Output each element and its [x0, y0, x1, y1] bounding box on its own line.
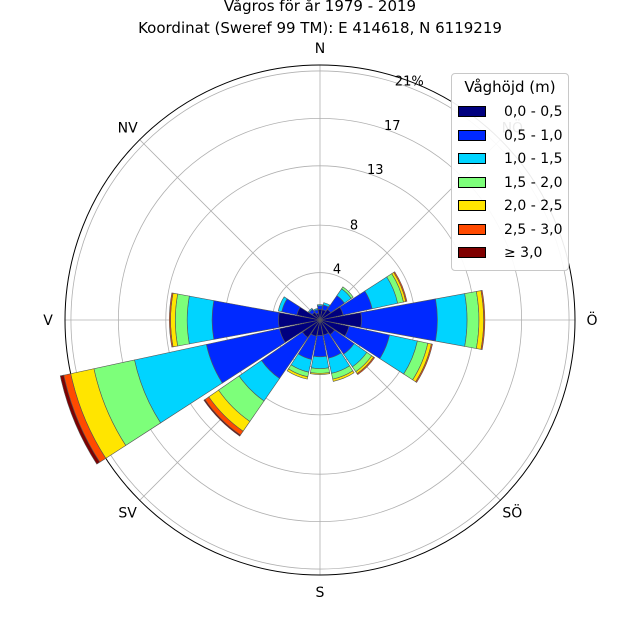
legend-swatch: [458, 129, 486, 141]
bar-NV-series-2: [307, 307, 313, 313]
legend-label: 0,5 - 1,0: [504, 127, 563, 144]
legend-item: ≥ 3,0: [458, 245, 566, 263]
legend-label: 0,0 - 0,5: [504, 104, 563, 120]
legend-label: 2,0 - 2,5: [504, 198, 563, 214]
legend: Våghöjd (m) 0,0 - 0,5 0,5 - 1,0 1,0 - 1,5 1…: [451, 73, 569, 271]
compass-label-SV: SV: [118, 505, 137, 521]
bar-SSV-series-4: [286, 368, 309, 380]
bar-SV-series-6: [203, 399, 241, 437]
compass-label-V: V: [43, 313, 53, 329]
bar-N-series-2: [316, 304, 324, 307]
bar-V-series-3: [175, 293, 190, 347]
bar-S-series-3: [310, 367, 330, 374]
radial-gridline: [139, 139, 321, 321]
legend-label: ≥ 3,0: [504, 245, 543, 261]
bar-S-series-2: [310, 355, 330, 369]
legend-item: 0,5 - 1,0: [458, 128, 566, 146]
legend-label: 1,0 - 1,5: [504, 151, 563, 167]
compass-label-Ö: Ö: [586, 311, 597, 329]
ring-gridline: [117, 117, 523, 523]
legend-swatch: [458, 153, 486, 164]
bar-Ö-series-5: [480, 290, 486, 350]
legend-item: 1,0 - 1,5: [458, 151, 566, 169]
compass-label-NV: NV: [118, 121, 138, 137]
bar-V-series-2: [186, 295, 215, 345]
bar-NNÖ-series-2: [322, 302, 331, 308]
bar-SSÖ-series-4: [332, 370, 355, 382]
bar-S-series-4: [309, 372, 331, 375]
legend-item: 0,0 - 0,5: [458, 104, 566, 122]
radial-tick-label: 8: [350, 218, 358, 233]
compass-label-N: N: [315, 41, 325, 57]
ring-gridline: [70, 70, 570, 570]
bar-ÖSÖ-series-5: [415, 343, 433, 383]
legend-item: 1,5 - 2,0: [458, 175, 566, 193]
legend-label: 2,5 - 3,0: [504, 221, 563, 238]
legend-swatch: [458, 247, 486, 258]
compass-label-S: S: [316, 585, 325, 601]
legend-title: Våghöjd (m): [464, 78, 556, 96]
radial-tick-label: 4: [333, 263, 341, 278]
bar-ÖNÖ-series-5: [393, 271, 408, 302]
radial-tick-label: 17: [384, 119, 401, 134]
bar-Ö-series-2: [435, 293, 468, 347]
bar-NÖ-series-3: [341, 286, 354, 299]
bar-Ö-series-3: [464, 291, 480, 349]
legend-swatch: [458, 176, 486, 188]
legend-swatch: [458, 106, 486, 117]
legend-label: 1,5 - 2,0: [504, 174, 563, 191]
outer-ring: [64, 64, 576, 576]
radial-tick-label: 13: [367, 163, 384, 178]
bar-V-series-5: [169, 292, 174, 348]
rose-bars: [59, 271, 486, 465]
bar-VSV-series-6: [59, 374, 101, 465]
radial-tick-label: 21%: [395, 74, 424, 89]
legend-swatch: [458, 223, 486, 235]
legend-swatch: [458, 200, 486, 211]
bar-NNV-series-2: [313, 308, 319, 312]
bar-N-series-1: [317, 305, 323, 310]
bar-VNV-series-2: [277, 296, 288, 313]
legend-item: 2,5 - 3,0: [458, 222, 566, 240]
bar-SÖ-series-5: [356, 356, 376, 376]
legend-item: 2,0 - 2,5: [458, 198, 566, 216]
chart-subtitle: Koordinat (Sweref 99 TM): E 414618, N 61…: [138, 19, 502, 37]
chart-title: Vågros för år 1979 - 2019: [223, 0, 417, 15]
compass-label-SÖ: SÖ: [502, 503, 522, 521]
